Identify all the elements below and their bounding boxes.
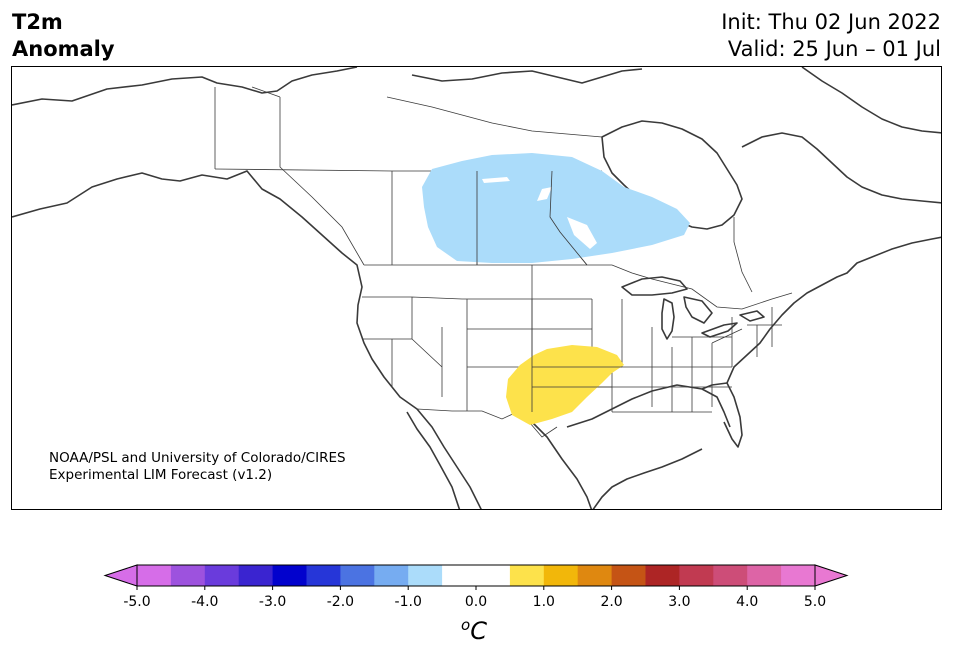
borders-overlay: [476, 170, 622, 412]
colorbar-tick-label: 0.0: [465, 594, 487, 610]
forecast-dates: Init: Thu 02 Jun 2022 Valid: 25 Jun – 01…: [721, 9, 941, 63]
gulf-coast: [531, 421, 593, 509]
map-panel[interactable]: [11, 66, 942, 510]
lake-ontario: [739, 310, 765, 322]
variable-sub-label: Anomaly: [12, 37, 115, 61]
colorbar-bin: [306, 565, 341, 586]
cold-anomaly-lake-3: [567, 217, 597, 249]
colorbar-bin: [238, 565, 274, 586]
pacific-coast: [12, 170, 482, 509]
colorbar-bin: [645, 565, 680, 586]
credit-line-1: NOAA/PSL and University of Colorado/CIRE…: [49, 450, 346, 466]
colorbar-bin: [137, 565, 172, 586]
ontario-quebec: [733, 217, 753, 293]
colorbar: -5.0 -4.0 -3.0 -2.0 -1.0 0.0 1.0 2.0 3.0 4.0 5.0: [103, 562, 853, 618]
colorbar-svg: -5.0 -4.0 -3.0 -2.0 -1.0 0.0 1.0 2.0 3.0 4.0 5.0: [103, 564, 849, 610]
florida-coast: [701, 382, 743, 448]
mexico-coast: [592, 448, 703, 509]
colorbar-bin: [476, 565, 511, 586]
cold-anomaly-patch: [422, 153, 690, 263]
credit-text: NOAA/PSL and University of Colorado/CIRE…: [49, 450, 346, 484]
warm-anomaly-patch: [506, 345, 624, 425]
colorbar-tick-label: -1.0: [395, 594, 422, 610]
colorbar-high-extend: [814, 564, 849, 587]
state-lines-east: [612, 299, 782, 413]
valid-range: Valid: 25 Jun – 01 Jul: [727, 37, 941, 61]
us-mexico-border: [416, 408, 558, 438]
init-date: Init: Thu 02 Jun 2022: [721, 10, 941, 34]
yukon-nwt: [251, 86, 281, 98]
colorbar-tick-label: -2.0: [327, 594, 354, 610]
colorbar-bin: [577, 565, 613, 586]
nunavut-line: [386, 96, 603, 138]
us-canada-border: [364, 264, 793, 310]
lake-huron: [683, 296, 713, 324]
coastlines: [12, 67, 941, 509]
colorbar-bin: [204, 565, 240, 586]
unit-letter: C: [470, 617, 487, 645]
map-title: T2m Anomaly: [12, 9, 115, 63]
colorbar-bin: [442, 565, 477, 586]
colorbar-bin: [747, 565, 782, 586]
lake-erie: [701, 322, 738, 338]
colorbar-tick-label: -4.0: [191, 594, 218, 610]
colorbar-tick-label: -3.0: [259, 594, 286, 610]
variable-label: T2m: [12, 10, 63, 34]
bc-alberta: [279, 97, 365, 266]
greenland-edge: [801, 67, 941, 134]
colorbar-bin: [408, 565, 443, 586]
colorbar-tick-label: 4.0: [736, 594, 758, 610]
alaska-coast: [12, 67, 358, 106]
colorbar-tick-label: 3.0: [668, 594, 690, 610]
colorbar-bin: [509, 565, 545, 586]
colorbar-tick-label: 1.0: [533, 594, 555, 610]
colorbar-bin: [781, 565, 816, 586]
colorbar-bin: [679, 565, 714, 586]
degree-sign: o: [461, 616, 471, 634]
atlantic-coast: [726, 236, 941, 384]
cold-anomaly-lake-2: [537, 187, 552, 201]
colorbar-bin: [170, 565, 206, 586]
cold-anomaly-lake-1: [482, 177, 510, 183]
colorbar-bin: [713, 565, 748, 586]
colorbar-tick-label: 2.0: [600, 594, 622, 610]
colorbar-tick-label: 5.0: [804, 594, 826, 610]
arctic-islands: [411, 68, 643, 84]
labrador-coast: [741, 132, 941, 204]
colorbar-unit: oC: [461, 616, 487, 645]
baja-coast: [406, 411, 461, 509]
colorbar-bin: [340, 565, 375, 586]
colorbar-low-extend: [103, 564, 138, 587]
colorbar-tick-label: -5.0: [123, 594, 150, 610]
north-america-map: [12, 67, 941, 509]
gulf-coast-north: [566, 384, 731, 428]
colorbar-bin: [374, 565, 409, 586]
credit-line-2: Experimental LIM Forecast (v1.2): [49, 467, 273, 483]
colorbar-bin: [543, 565, 579, 586]
colorbar-bin: [611, 565, 646, 586]
colorbar-bin: [272, 565, 307, 586]
lake-michigan: [661, 298, 675, 340]
